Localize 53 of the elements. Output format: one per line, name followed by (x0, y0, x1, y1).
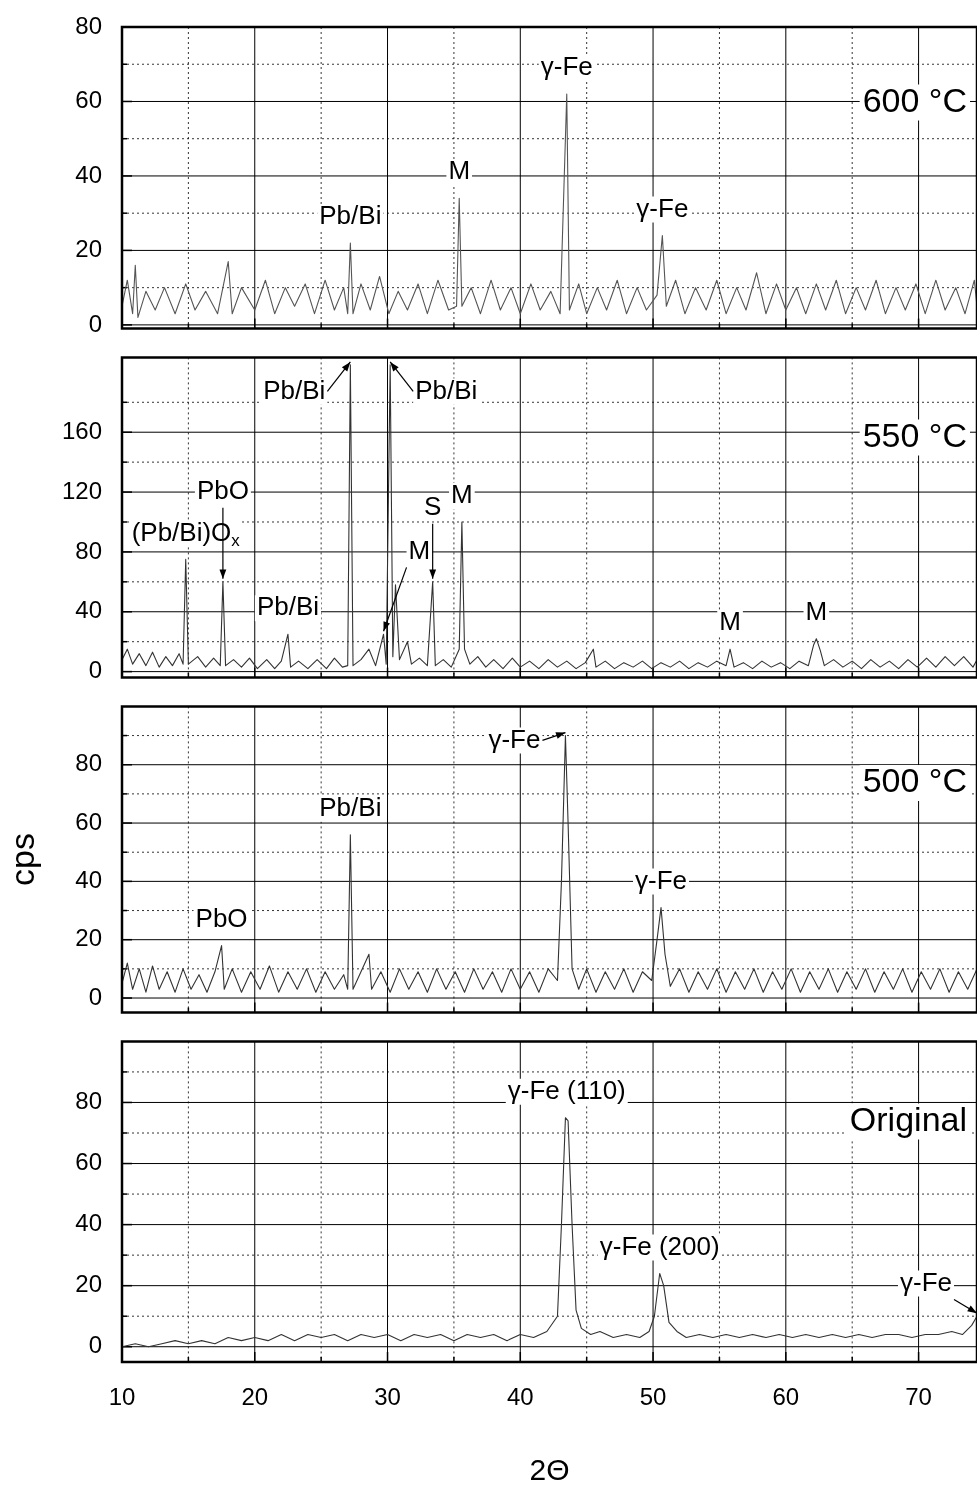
y-tick-label: 60 (75, 86, 102, 114)
annotation: M (805, 595, 828, 626)
y-tick-label: 160 (61, 416, 102, 444)
annotation: PbO (196, 475, 249, 506)
x-tick-label: 40 (506, 1383, 534, 1411)
annotation: γ-Fe (540, 51, 593, 82)
y-tick-label: 20 (75, 1270, 102, 1298)
y-tick-label: 80 (75, 1087, 102, 1115)
annotation: γ-Fe (900, 1266, 952, 1297)
x-tick-label: 20 (241, 1383, 269, 1411)
annotation: Original (849, 1099, 968, 1138)
y-tick-label: 60 (75, 807, 102, 835)
annotation: Pb/Bi (263, 374, 326, 405)
x-tick-label: 70 (905, 1383, 932, 1411)
annotation: Pb/Bi (319, 791, 382, 822)
y-tick-label: 40 (75, 1209, 102, 1237)
y-axis-title: cps (2, 833, 41, 886)
y-tick-label: 20 (75, 924, 102, 952)
y-tick-label: 0 (88, 309, 102, 337)
y-tick-label: 60 (75, 1148, 102, 1176)
x-axis-title: 2Θ (529, 1453, 570, 1487)
y-tick-label: 40 (75, 160, 102, 188)
annotation: M (451, 479, 473, 510)
x-tick-label: 50 (639, 1383, 667, 1411)
y-tick-label: 40 (75, 866, 102, 893)
annotation: γ-Fe (488, 723, 541, 754)
annotation: 500 °C (862, 761, 967, 800)
annotation: 600 °C (862, 80, 967, 119)
annotation: γ-Fe (635, 864, 688, 895)
y-tick-label: 80 (75, 11, 102, 39)
x-tick-label: 60 (772, 1383, 800, 1411)
y-tick-label: 0 (88, 982, 102, 1010)
annotation: Pb/Bi (319, 200, 382, 231)
annotation: M (719, 606, 741, 637)
x-tick-label: 30 (374, 1383, 401, 1411)
y-tick-label: 80 (75, 536, 102, 564)
y-tick-label: 120 (61, 476, 102, 504)
y-tick-label: 0 (88, 656, 102, 684)
x-tick-label: 10 (108, 1383, 136, 1411)
annotation: 550 °C (862, 415, 967, 454)
annotation: M (448, 155, 471, 186)
y-tick-label: 0 (88, 1331, 102, 1359)
y-tick-label: 20 (75, 235, 102, 263)
annotation: γ-Fe (636, 192, 689, 223)
annotation: Pb/Bi (256, 591, 320, 622)
annotation: γ-Fe (200) (599, 1230, 720, 1261)
annotation: M (408, 534, 431, 565)
annotation: Pb/Bi (415, 374, 478, 405)
annotation: S (424, 491, 442, 522)
annotation: PbO (195, 902, 248, 933)
y-tick-label: 80 (75, 749, 102, 777)
annotation: γ-Fe (110) (507, 1074, 626, 1105)
y-tick-label: 40 (75, 596, 102, 624)
